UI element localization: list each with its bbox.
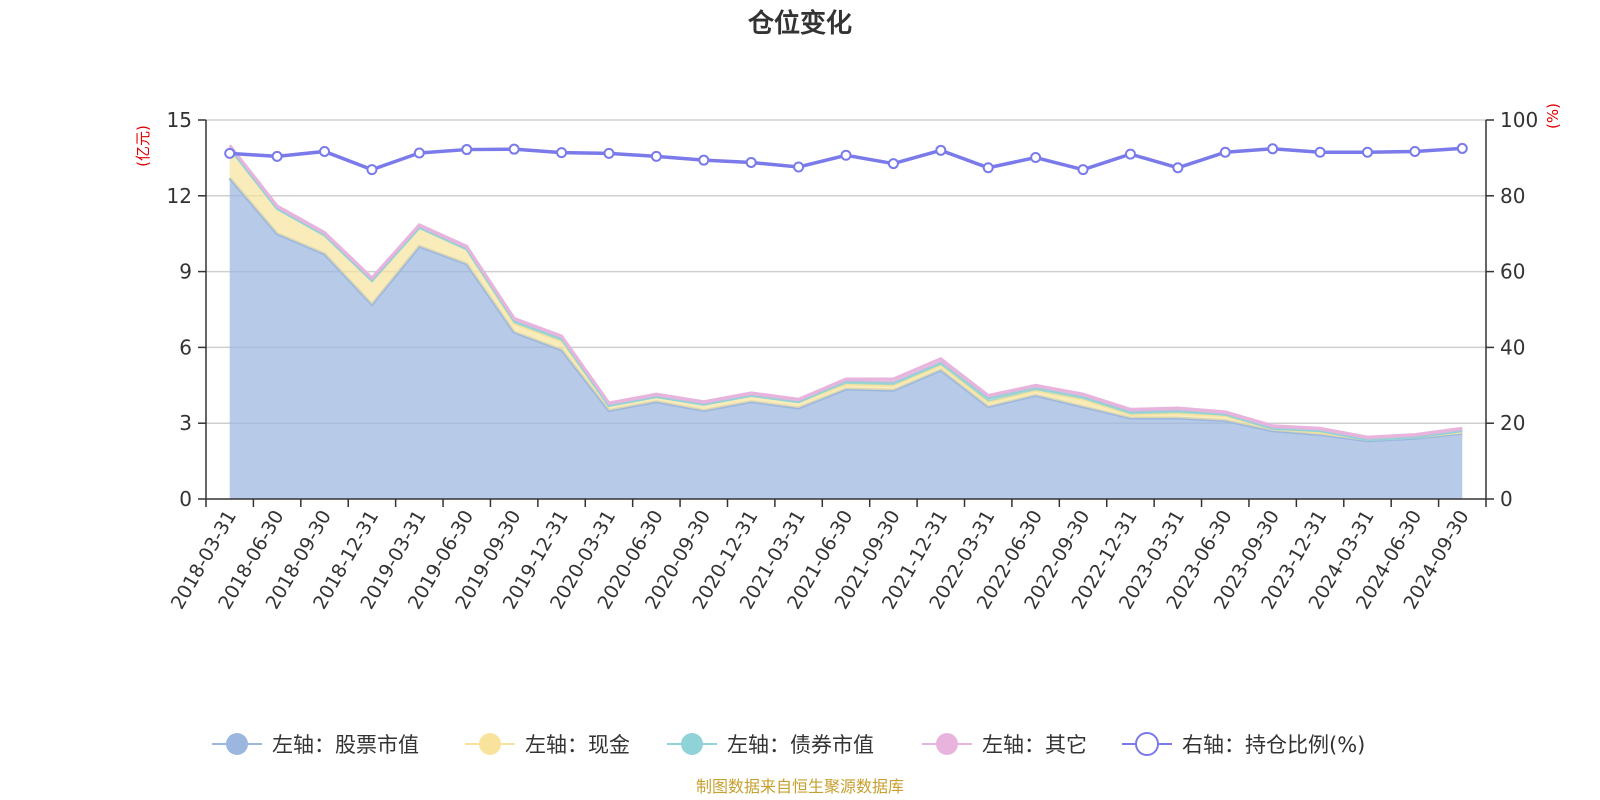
ratio-point <box>1077 164 1089 176</box>
ratio-point <box>1124 148 1136 160</box>
legend-label: 左轴：债券市值 <box>727 733 874 757</box>
ratio-point <box>1172 162 1184 174</box>
ratio-point <box>603 147 615 159</box>
legend-item: 左轴：债券市值 <box>667 733 874 757</box>
ratio-point <box>793 161 805 173</box>
left-tick-label: 9 <box>179 260 192 284</box>
ratio-point <box>271 150 283 162</box>
ratio-point <box>1456 142 1468 154</box>
legend-item: 右轴：持仓比例(%) <box>1122 732 1365 757</box>
legend-item: 左轴：其它 <box>922 733 1087 757</box>
legend-label: 右轴：持仓比例(%) <box>1182 733 1365 757</box>
ratio-point <box>745 156 757 168</box>
ratio-point <box>698 154 710 166</box>
legend-label: 左轴：其它 <box>982 733 1087 757</box>
ratio-point <box>887 158 899 170</box>
left-tick-label: 0 <box>179 487 192 511</box>
ratio-point <box>1267 143 1279 155</box>
right-axis-unit: (%) <box>1544 103 1562 129</box>
ratio-point <box>1030 152 1042 164</box>
ratio-point <box>935 144 947 156</box>
area-左轴：股票市值 <box>229 178 1463 499</box>
ratio-point <box>650 150 662 162</box>
ratio-point <box>224 147 236 159</box>
ratio-point <box>508 143 520 155</box>
legend-marker <box>936 733 958 755</box>
left-tick-label: 12 <box>167 184 192 208</box>
stacked-areas <box>228 144 1463 499</box>
right-tick-label: 100 <box>1500 108 1538 132</box>
right-tick-label: 80 <box>1500 184 1525 208</box>
ratio-point <box>1409 145 1421 157</box>
ratio-point <box>366 164 378 176</box>
ratio-point <box>319 145 331 157</box>
right-tick-label: 20 <box>1500 411 1525 435</box>
ratio-point <box>982 162 994 174</box>
right-tick-label: 60 <box>1500 260 1525 284</box>
legend: 左轴：股票市值 左轴：现金 左轴：债券市值 左轴：其它 右轴：持仓比例(%) <box>212 732 1365 757</box>
right-tick-label: 40 <box>1500 335 1525 359</box>
ratio-point <box>840 149 852 161</box>
ratio-point <box>413 147 425 159</box>
legend-marker <box>681 733 703 755</box>
ratio-point <box>1314 146 1326 158</box>
right-tick-label: 0 <box>1500 487 1513 511</box>
legend-marker <box>226 733 248 755</box>
left-tick-label: 15 <box>167 108 192 132</box>
ratio-point <box>1361 146 1373 158</box>
chart-title: 仓位变化 <box>747 8 852 39</box>
legend-label: 左轴：现金 <box>525 733 630 757</box>
area-左轴：其它 <box>229 145 1463 440</box>
legend-marker <box>479 733 501 755</box>
ratio-point <box>556 147 568 159</box>
position-ratio-line <box>224 142 1468 176</box>
legend-item: 左轴：现金 <box>465 733 630 757</box>
ratio-point <box>1219 146 1231 158</box>
left-tick-label: 6 <box>179 335 192 359</box>
legend-label: 左轴：股票市值 <box>272 733 419 757</box>
ratio-point <box>461 144 473 156</box>
data-source-note: 制图数据来自恒生聚源数据库 <box>696 777 904 796</box>
legend-marker <box>1135 732 1159 756</box>
legend-item: 左轴：股票市值 <box>212 733 419 757</box>
area-edge-左轴：其它 <box>228 144 1463 439</box>
left-tick-label: 3 <box>179 411 192 435</box>
left-axis-unit: (亿元) <box>134 125 152 167</box>
